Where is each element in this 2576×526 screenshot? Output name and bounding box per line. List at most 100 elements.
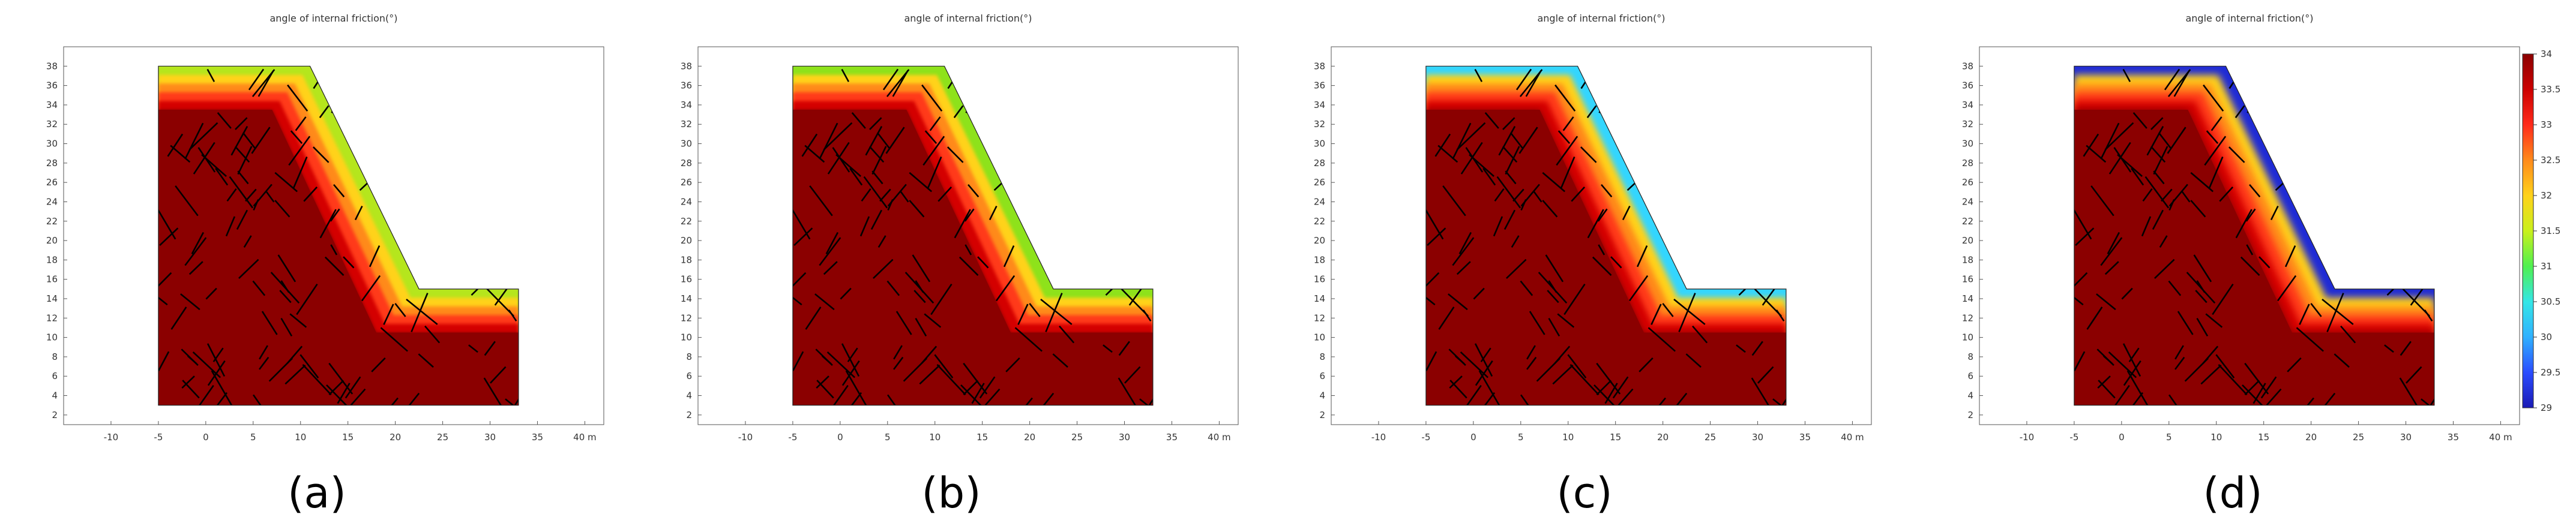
joint-line [1118, 341, 1130, 356]
y-tick-label: 8 [686, 351, 692, 362]
joint-line [2167, 69, 2191, 97]
joint-line [2167, 127, 2186, 154]
joint-line [1547, 290, 1559, 303]
joint-line [243, 235, 252, 248]
joint-line [1542, 200, 1558, 218]
joint-line [1587, 209, 1604, 239]
y-tick-label: 8 [1967, 351, 1973, 362]
joint-line [1673, 298, 1706, 325]
joint-line [2212, 283, 2234, 315]
y-tick-label: 16 [1314, 274, 1325, 285]
x-tick-label: 10 [929, 432, 940, 443]
joint-line [1460, 351, 1489, 378]
contour-panel: angle of internal friction(°) -10 -5 0 5 10 15… [681, 13, 1239, 518]
colorbar-tick-label: 30.5 [2541, 296, 2560, 307]
x-tick-label: -5 [1421, 432, 1430, 443]
colorbar: 34 33.5 33 32.5 32 31.5 31 30.5 30 29.5 29 [2522, 49, 2560, 413]
joint-line [2174, 345, 2184, 360]
x-tick-label: 0 [1470, 432, 1476, 443]
x-tick-label: -10 [2020, 432, 2035, 443]
joint-line [1529, 311, 1545, 335]
joint-line [1545, 254, 1564, 282]
joint-line [1498, 125, 1516, 156]
joint-line [1005, 357, 1020, 372]
joint-line [801, 133, 818, 157]
joint-line [984, 388, 1001, 405]
joint-line [893, 345, 903, 360]
joint-line [1772, 398, 1785, 405]
joint-line [1503, 209, 1516, 230]
core-zone [158, 110, 519, 405]
x-tick-label: 0 [203, 432, 209, 443]
joint-line [2208, 157, 2224, 189]
y-tick-label: 4 [1967, 390, 1973, 401]
joint-line [2108, 351, 2137, 378]
joint-line [989, 205, 998, 221]
joint-line [936, 364, 966, 396]
x-tick-label: -10 [738, 432, 753, 443]
y-tick-label: 14 [46, 293, 58, 304]
x-tick-label: 10 [1562, 432, 1574, 443]
x-tick-label: -5 [2069, 432, 2078, 443]
joint-line [2421, 398, 2433, 405]
joint-line [1622, 205, 1631, 221]
joint-line [167, 133, 184, 157]
joint-line [1456, 261, 1471, 275]
joint-line [792, 272, 807, 294]
joint-line [2159, 235, 2168, 248]
y-tick-label: 6 [1967, 371, 1973, 381]
joint-line [927, 157, 942, 189]
joint-line [2424, 309, 2433, 321]
joint-line [2252, 383, 2266, 404]
y-tick-label: 26 [681, 177, 692, 188]
joint-line [236, 209, 248, 230]
joint-line [1674, 392, 1688, 405]
x-tick-label: 35 [1166, 432, 1178, 443]
joint-line [819, 237, 841, 266]
joint-line [505, 398, 517, 405]
x-tick-label: 40 m [2489, 432, 2512, 443]
joint-line [2108, 142, 2131, 175]
core-zone [1425, 110, 1786, 405]
joint-line [251, 69, 275, 97]
x-tick-label: -10 [1371, 432, 1386, 443]
joint-line [1124, 366, 1141, 384]
joint-line [1520, 184, 1540, 207]
y-tick-label: 22 [1962, 216, 1973, 227]
joint-line [826, 351, 856, 378]
y-tick-label: 32 [681, 119, 692, 130]
joint-line [326, 384, 348, 405]
joint-line [330, 244, 338, 256]
joint-line [406, 298, 438, 325]
joint-line [319, 209, 337, 239]
y-tick-label: 26 [1314, 177, 1325, 188]
joint-line [279, 290, 292, 303]
joint-line [1024, 397, 1033, 405]
joint-line [187, 355, 197, 365]
joint-line [369, 245, 381, 267]
joint-line [1029, 303, 1041, 317]
y-tick-label: 34 [46, 100, 58, 110]
y-tick-label: 30 [681, 139, 692, 149]
y-tick-label: 22 [681, 216, 692, 227]
joint-line [159, 227, 179, 247]
joint-line [1142, 309, 1152, 321]
joint-line [383, 303, 394, 325]
joint-line [1593, 384, 1615, 405]
joint-line [361, 275, 381, 302]
x-tick-label: 40 m [1208, 432, 1230, 443]
panel-label: (b) [921, 468, 981, 518]
x-tick-label: 30 [1119, 432, 1130, 443]
joint-line [302, 364, 332, 396]
y-tick-label: 2 [686, 410, 692, 420]
joint-line [483, 377, 505, 405]
joint-line [2205, 313, 2223, 328]
joint-line [2235, 209, 2252, 239]
x-tick-label: 25 [437, 432, 448, 443]
joint-line [1526, 356, 1537, 370]
joint-line [912, 254, 931, 282]
y-tick-label: 4 [1319, 390, 1325, 401]
y-tick-label: 38 [681, 61, 692, 71]
joint-line [303, 187, 318, 202]
joint-line [1059, 325, 1075, 344]
